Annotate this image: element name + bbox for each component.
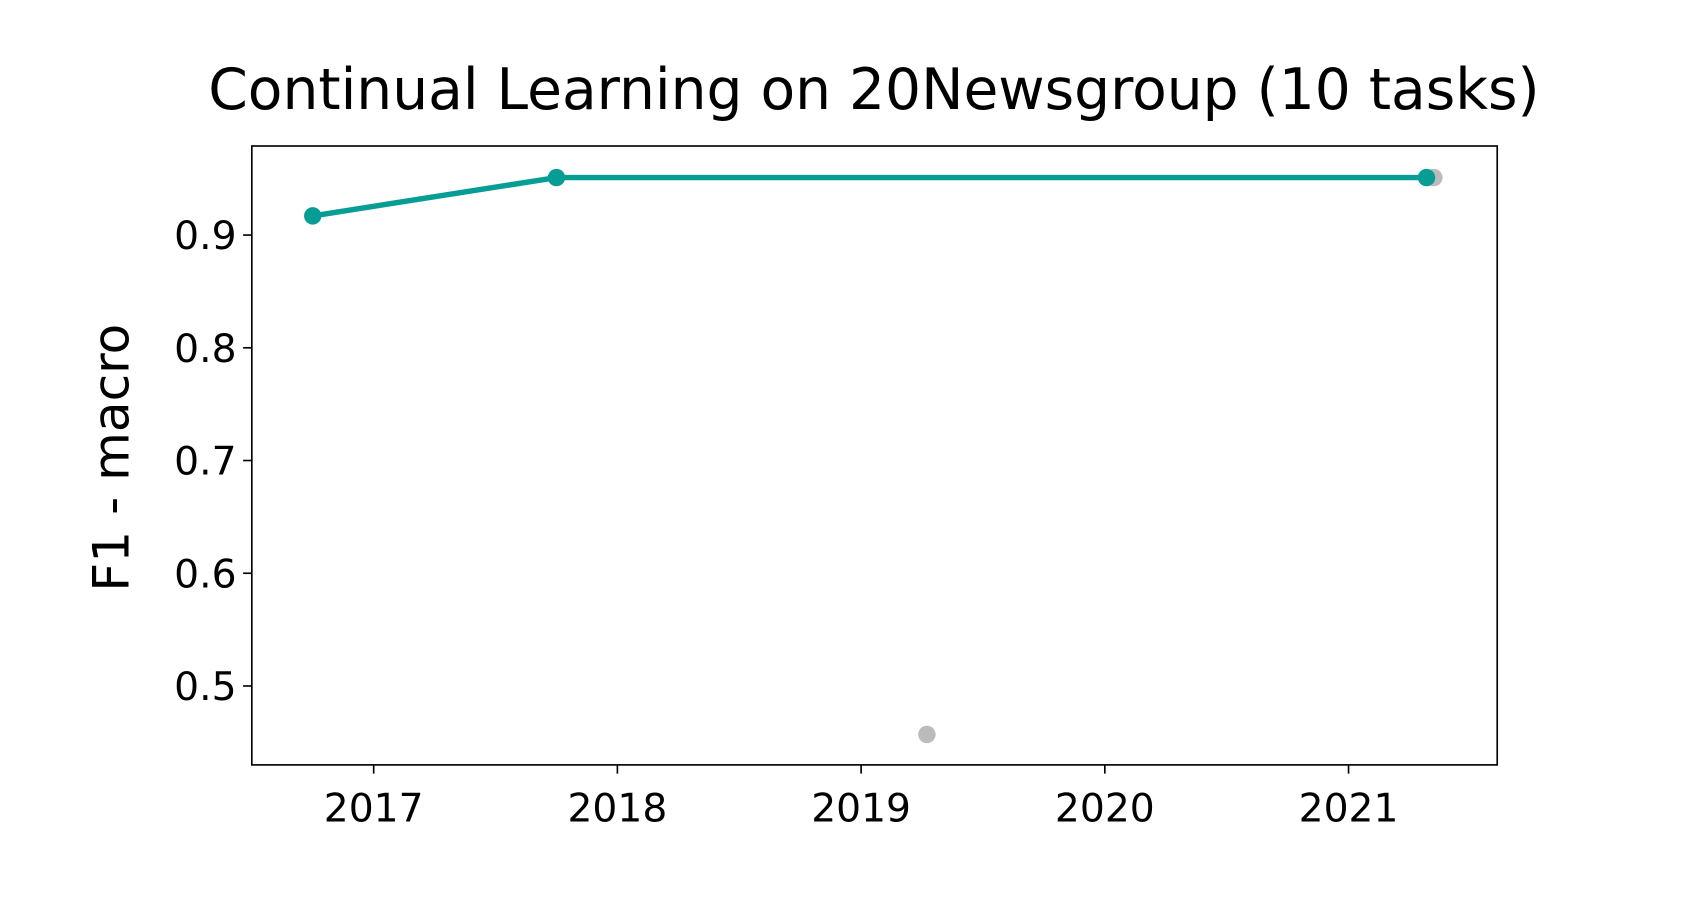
- x-tick-label: 2021: [1299, 787, 1399, 832]
- y-tick-label: 0.5: [174, 665, 236, 710]
- data-point: [918, 725, 936, 744]
- y-tick-label: 0.6: [174, 552, 236, 597]
- data-point: [304, 207, 322, 225]
- data-point: [547, 168, 566, 187]
- x-tick-label: 2018: [567, 787, 667, 832]
- chart-title: Continual Learning on 20Newsgroup (10 ta…: [208, 57, 1539, 123]
- plot-frame: [250, 145, 1499, 766]
- series-line: [312, 174, 1427, 219]
- x-tick-label: 2020: [1055, 787, 1155, 832]
- y-tick-label: 0.7: [174, 440, 236, 485]
- y-tick-label: 0.9: [174, 214, 236, 259]
- x-tick-label: 2017: [324, 787, 424, 832]
- y-tick-label: 0.8: [174, 327, 236, 372]
- y-axis-label: F1 - macro: [82, 324, 141, 592]
- data-point: [1417, 168, 1436, 187]
- x-tick-label: 2019: [811, 787, 911, 832]
